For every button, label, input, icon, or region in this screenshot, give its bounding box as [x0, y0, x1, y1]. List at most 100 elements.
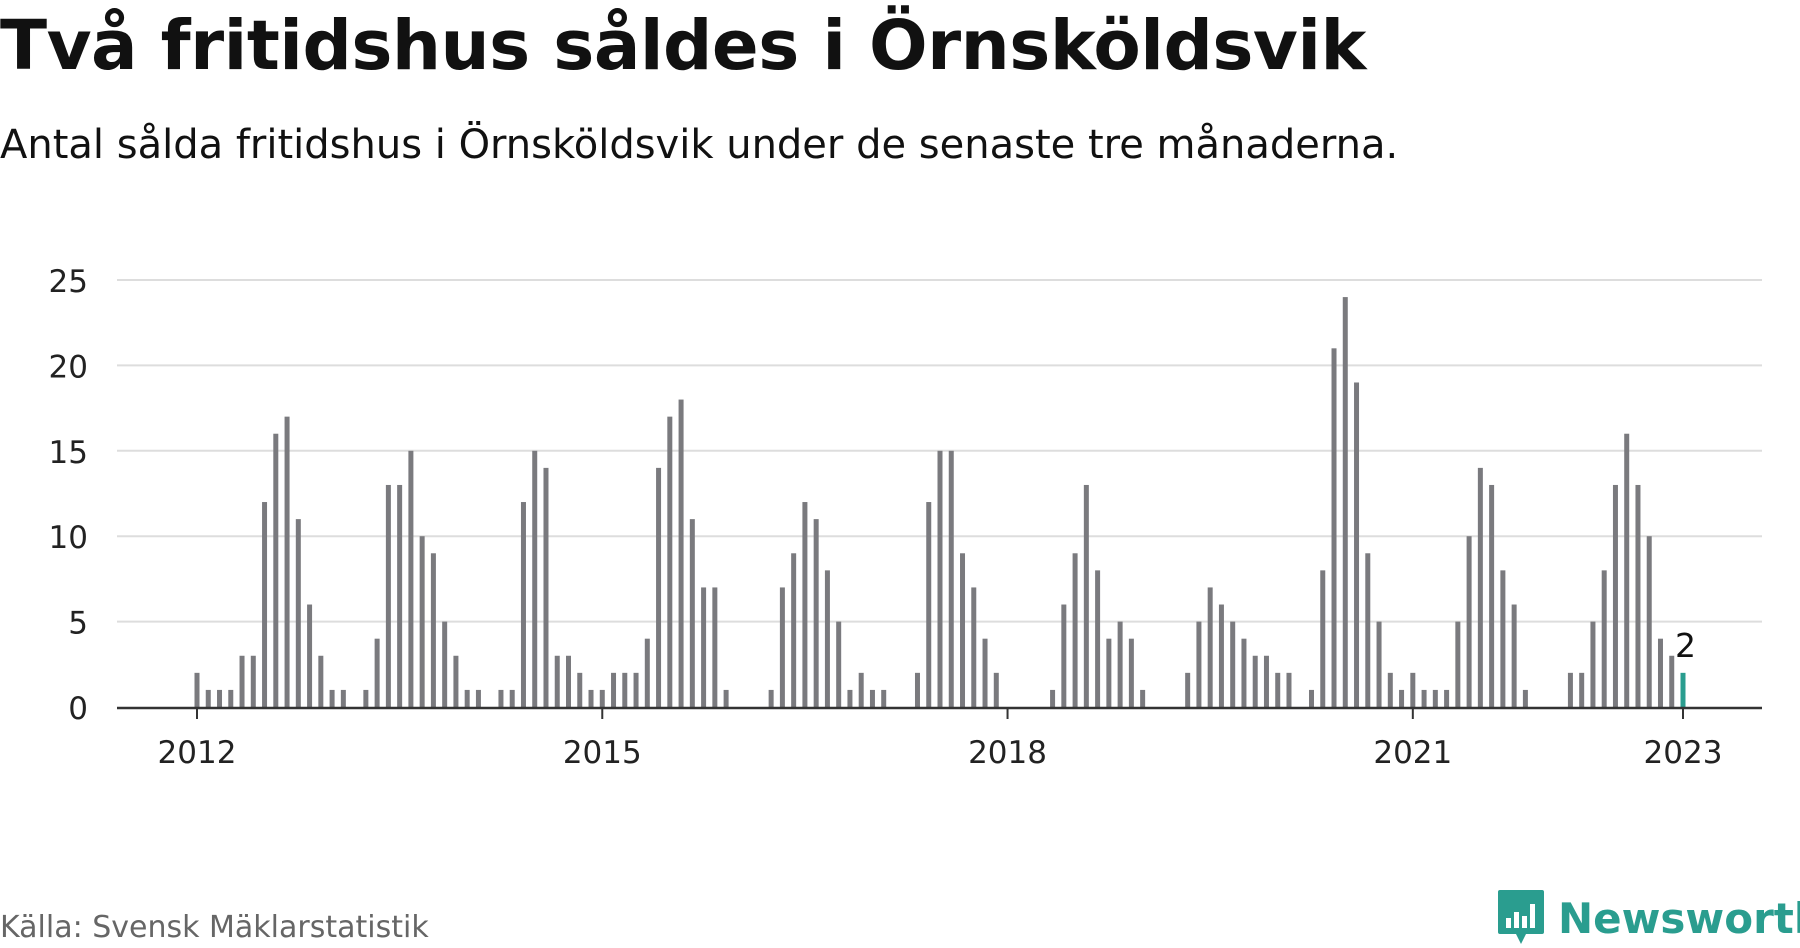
- bar: [858, 672, 864, 707]
- bar: [509, 689, 515, 707]
- y-tick-label: 15: [49, 435, 88, 471]
- bar: [1320, 570, 1326, 707]
- bar: [1241, 638, 1247, 707]
- bar: [656, 467, 662, 707]
- bar: [622, 672, 628, 707]
- bar: [329, 689, 335, 707]
- x-tick-label: 2012: [158, 735, 237, 771]
- highlighted-bar: [1680, 672, 1686, 707]
- bar: [1444, 689, 1450, 707]
- bar: [971, 587, 977, 707]
- bar: [779, 587, 785, 707]
- source-note: Källa: Svensk Mäklarstatistik: [0, 910, 429, 945]
- bar: [194, 672, 200, 707]
- bar: [1050, 689, 1056, 707]
- bar: [419, 536, 425, 707]
- bar: [295, 519, 301, 707]
- bar: [1522, 689, 1528, 707]
- bar: [1376, 621, 1382, 707]
- bar: [1331, 348, 1337, 707]
- bar: [566, 655, 571, 707]
- bar: [881, 689, 887, 707]
- bar: [1500, 570, 1506, 707]
- bar: [1635, 484, 1641, 707]
- bar: [993, 672, 999, 707]
- bar: [475, 689, 481, 707]
- bar: [554, 655, 560, 707]
- bar: [1207, 587, 1213, 707]
- y-tick-label: 25: [49, 264, 88, 300]
- bar: [1579, 672, 1585, 707]
- bar: [1399, 689, 1405, 707]
- bar: [1624, 433, 1630, 707]
- bar: [847, 689, 853, 707]
- bar: [960, 553, 966, 707]
- bar: [228, 689, 234, 707]
- bar: [1263, 655, 1269, 707]
- x-tick-label: 2018: [968, 735, 1047, 771]
- bar: [1612, 484, 1618, 707]
- bar: [205, 689, 211, 707]
- bar: [1061, 604, 1067, 707]
- bar: [802, 502, 808, 707]
- bar: [1646, 536, 1652, 707]
- bar: [723, 689, 729, 707]
- bar-chart-icon: [1498, 890, 1544, 944]
- bar: [1601, 570, 1607, 707]
- bar: [543, 467, 549, 707]
- bar: [397, 484, 403, 707]
- bar: [250, 655, 256, 707]
- bar: [363, 689, 369, 707]
- bar: [768, 689, 774, 707]
- bar: [340, 689, 346, 707]
- bar: [453, 655, 459, 707]
- bar: [1252, 655, 1258, 707]
- bar: [464, 689, 470, 707]
- bar: [678, 399, 684, 707]
- bar: [1218, 604, 1224, 707]
- bar: [1140, 689, 1146, 707]
- chart-title: Två fritidshus såldes i Örnsköldsvik: [0, 6, 1366, 86]
- bar: [1185, 672, 1191, 707]
- bar: [644, 638, 650, 707]
- bar: [1196, 621, 1202, 707]
- bar: [689, 519, 695, 707]
- bar: [520, 502, 526, 707]
- bar: [667, 416, 673, 707]
- bar: [1432, 689, 1438, 707]
- bar: [1275, 672, 1281, 707]
- bar: [307, 604, 313, 707]
- bar: [611, 672, 617, 707]
- bar: [599, 689, 605, 707]
- x-tick-label: 2021: [1373, 735, 1452, 771]
- bar: [1106, 638, 1112, 707]
- x-tick-label: 2023: [1644, 735, 1723, 771]
- bar: [1410, 672, 1416, 707]
- bar: [588, 689, 594, 707]
- bar: [1095, 570, 1101, 707]
- bar: [1511, 604, 1517, 707]
- bar: [824, 570, 830, 707]
- bar: [273, 433, 279, 707]
- y-tick-label: 10: [49, 520, 88, 556]
- bar: [791, 553, 797, 707]
- bar: [374, 638, 380, 707]
- bar: [577, 672, 583, 707]
- y-tick-label: 5: [68, 606, 88, 642]
- bar: [1567, 672, 1573, 707]
- data-label: 2: [1675, 626, 1696, 665]
- bar: [1128, 638, 1134, 707]
- bar: [1657, 638, 1663, 707]
- bar: [1455, 621, 1461, 707]
- logo-text: Newsworthy: [1558, 893, 1800, 943]
- bar: [385, 484, 391, 707]
- y-tick-label: 0: [68, 691, 88, 727]
- bar: [937, 450, 943, 707]
- bar: [217, 689, 223, 707]
- bar: [1421, 689, 1427, 707]
- bar: [318, 655, 324, 707]
- bar: [1477, 467, 1483, 707]
- bar: [442, 621, 448, 707]
- bar: [1286, 672, 1292, 707]
